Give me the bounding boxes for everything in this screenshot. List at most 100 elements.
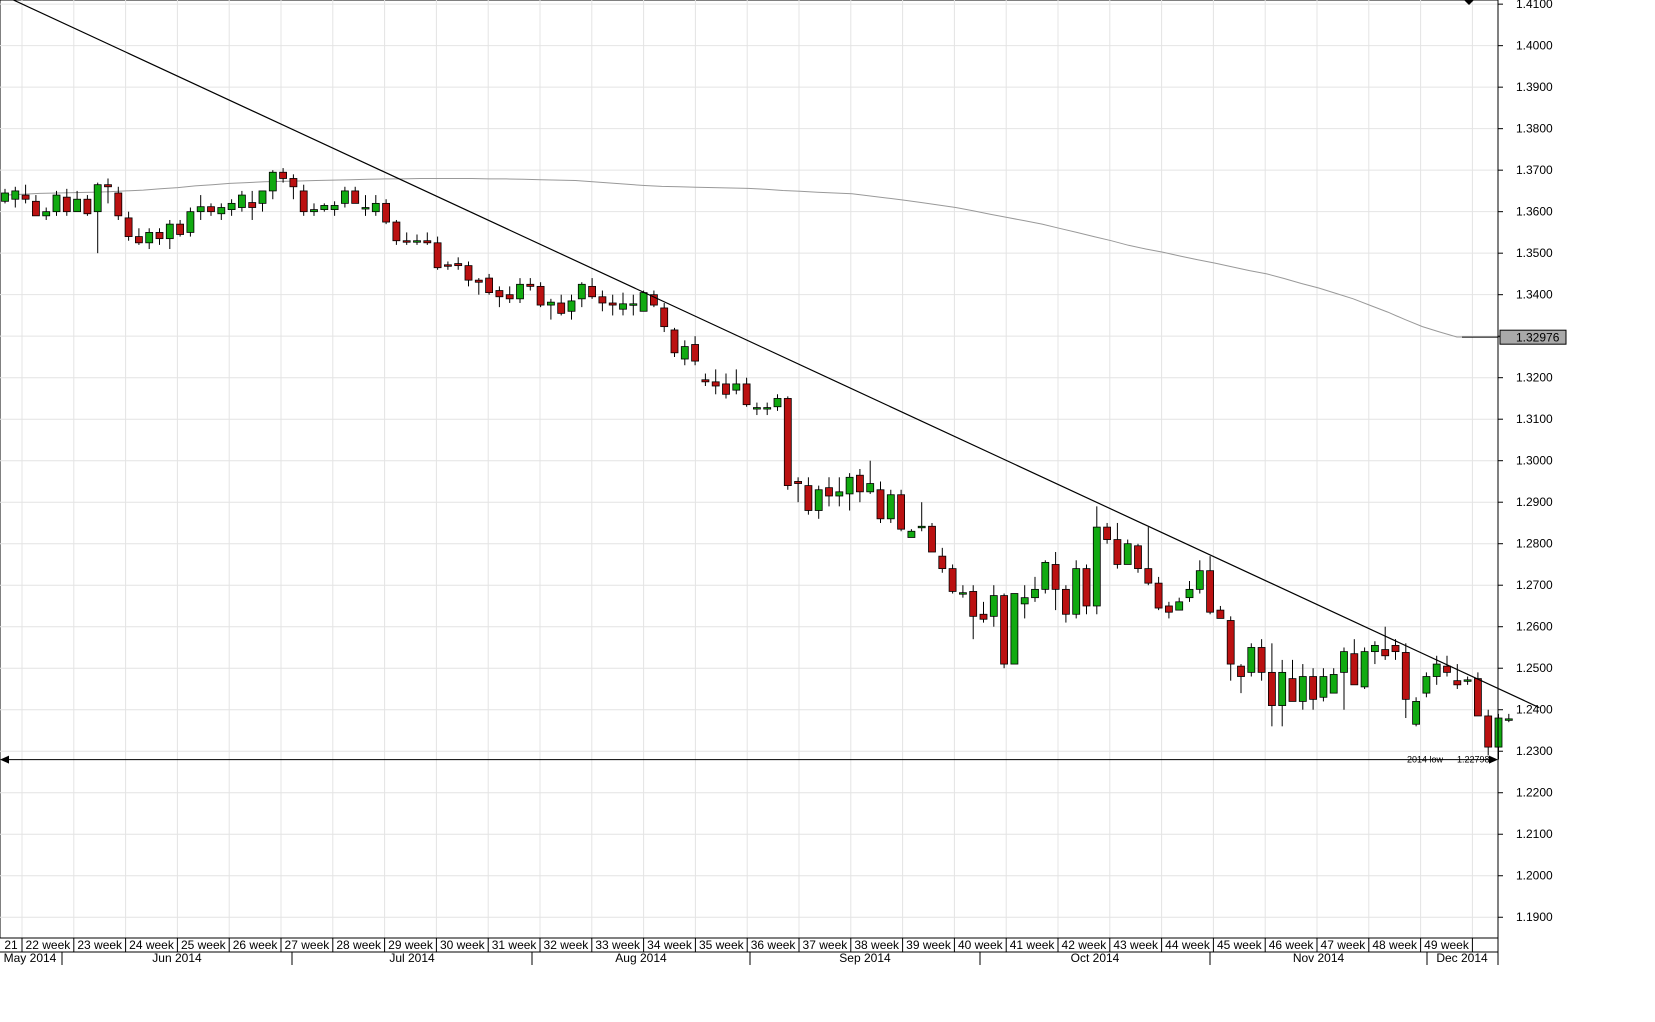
- candle: [371, 195, 380, 216]
- week-label: 38 week: [854, 938, 900, 952]
- candle: [608, 294, 617, 316]
- candle-body-up: [1195, 570, 1204, 590]
- candles-layer: [1, 168, 1513, 760]
- candle-body-down: [1268, 671, 1276, 706]
- candle: [443, 261, 452, 270]
- candle: [1278, 659, 1287, 727]
- candle-body-down: [124, 217, 133, 237]
- candle: [1329, 668, 1338, 694]
- y-tick-label: 1.3400: [1516, 288, 1553, 302]
- candle-body-up: [619, 303, 627, 310]
- candle-body-down: [588, 285, 596, 298]
- candle: [21, 184, 30, 204]
- week-label: 42 week: [1062, 938, 1108, 952]
- moving-average-line: [4, 178, 1509, 338]
- candle: [207, 203, 215, 216]
- candle-body-up: [1041, 561, 1050, 590]
- axes: 1.4100 1.4000 1.3900 1.3800 1.3700 1.3600 1.35…: [0, 0, 1553, 965]
- candle: [1268, 643, 1276, 727]
- candle-body-up: [1432, 663, 1441, 677]
- week-label: 47 week: [1321, 938, 1367, 952]
- week-label: 30 week: [440, 938, 486, 952]
- candle-body-down: [1237, 665, 1245, 677]
- week-label: 36 week: [751, 938, 797, 952]
- candle: [176, 219, 185, 237]
- candle: [1103, 522, 1111, 544]
- candle-body-down: [443, 264, 452, 267]
- candle-body-down: [876, 489, 885, 520]
- candle: [248, 190, 257, 220]
- y-tick-label: 1.3700: [1516, 163, 1553, 177]
- candle: [917, 502, 926, 532]
- candle: [711, 369, 720, 395]
- candle: [1350, 639, 1359, 686]
- week-label: 23 week: [77, 938, 123, 952]
- candle-body-up: [1185, 588, 1194, 599]
- candle: [402, 232, 411, 245]
- candle: [227, 199, 236, 216]
- candle: [989, 585, 998, 627]
- candle-body-down: [557, 302, 566, 314]
- week-label: 24 week: [129, 938, 175, 952]
- candle-body-up: [835, 491, 844, 497]
- candle-body-down: [248, 202, 257, 208]
- candle-body-up: [629, 303, 638, 306]
- last-price-box: [1499, 329, 1567, 345]
- candle: [959, 585, 967, 598]
- candle-body-up: [1, 192, 9, 202]
- candle-body-up: [227, 202, 236, 210]
- candle: [165, 219, 174, 250]
- candle-body-up: [145, 232, 154, 244]
- candle: [1154, 576, 1163, 611]
- candle: [825, 477, 833, 507]
- low-annotation-label: 2014 low: [1407, 755, 1444, 765]
- candle: [1247, 643, 1256, 677]
- y-tick-label: 1.2900: [1516, 495, 1553, 509]
- candle-body-up: [371, 202, 380, 213]
- candle-body-up: [814, 489, 823, 511]
- candle-body-down: [1401, 652, 1410, 700]
- candle: [1391, 639, 1400, 660]
- y-tick-label: 1.2800: [1516, 537, 1553, 551]
- candle-body-down: [1062, 588, 1070, 615]
- candle: [1401, 643, 1410, 719]
- grid: [0, 0, 1499, 939]
- candle-body-down: [794, 481, 802, 484]
- candle: [83, 195, 92, 216]
- candle-body-up: [1072, 568, 1081, 615]
- candle: [567, 294, 576, 320]
- candle-body-up: [567, 300, 576, 312]
- candle-body-down: [670, 329, 679, 354]
- candle-body-up: [886, 494, 895, 520]
- candle: [619, 292, 627, 316]
- candle-body-up: [1092, 526, 1101, 607]
- candle: [1216, 605, 1225, 619]
- week-label: 34 week: [647, 938, 693, 952]
- candle-body-down: [21, 194, 30, 200]
- candle: [1175, 597, 1184, 611]
- candle: [660, 302, 669, 333]
- candle: [268, 170, 277, 200]
- candle-body-down: [1453, 680, 1462, 686]
- candle-body-down: [1443, 665, 1451, 673]
- candle-body-up: [186, 211, 195, 233]
- candle: [650, 290, 658, 308]
- candle-body-down: [1226, 620, 1235, 665]
- candle: [670, 327, 679, 357]
- candle: [1041, 560, 1050, 594]
- annotations: 2014 low 1.22798 1.32976: [0, 0, 1567, 765]
- week-label: 29 week: [388, 938, 434, 952]
- candle: [145, 228, 154, 250]
- candle-body-up: [866, 483, 875, 493]
- candle-body-up: [1298, 676, 1307, 702]
- candle: [907, 529, 916, 538]
- trendline-layer: [11, 0, 1540, 709]
- week-label: 46 week: [1269, 938, 1315, 952]
- candle-body-up: [1371, 644, 1379, 653]
- candle-body-down: [423, 240, 432, 244]
- candle-body-up: [93, 184, 102, 213]
- month-label: Aug 2014: [615, 951, 667, 965]
- candle: [1, 188, 9, 204]
- candle: [979, 601, 988, 623]
- candle-body-up: [413, 240, 421, 243]
